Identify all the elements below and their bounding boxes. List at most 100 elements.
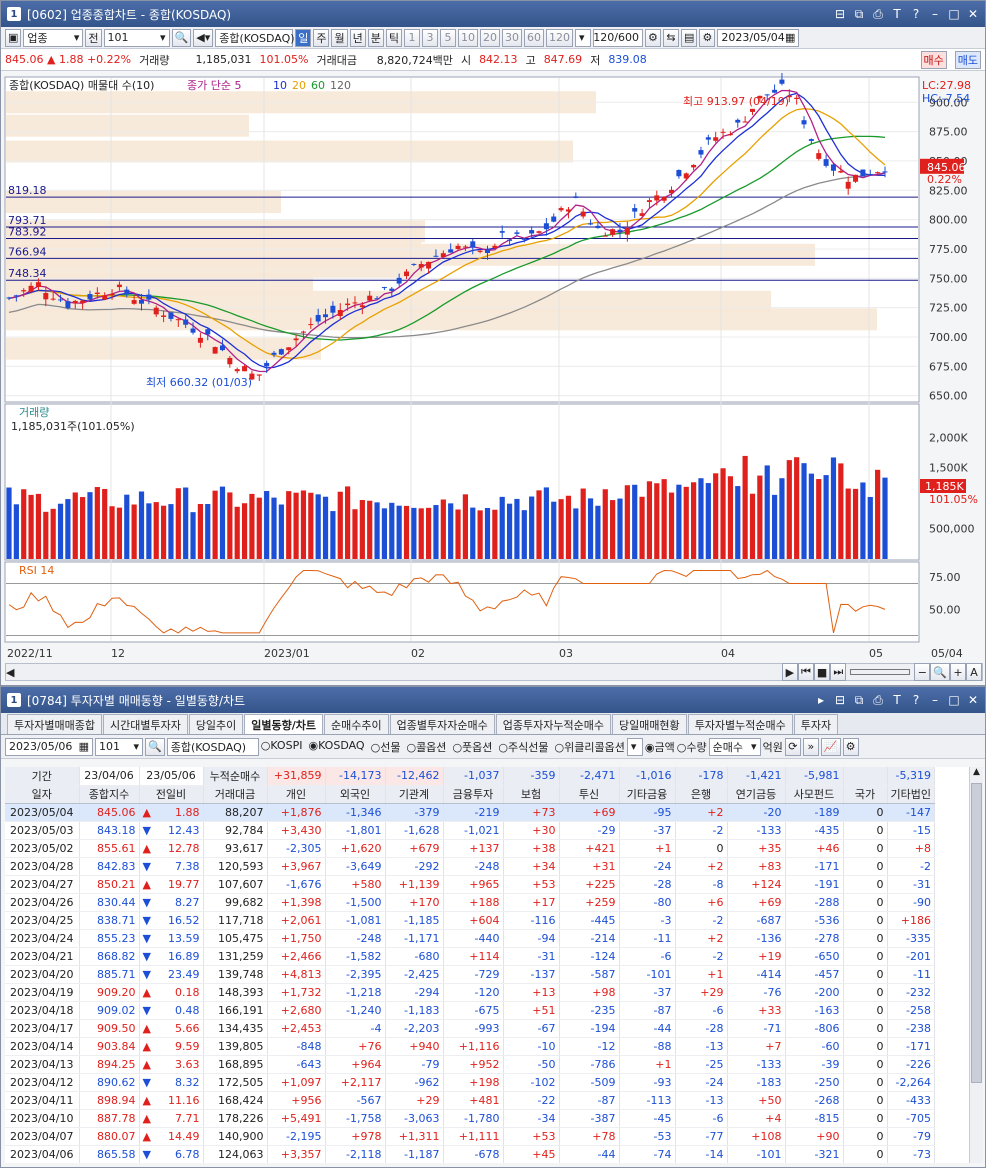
period-day[interactable]: 일 [295, 28, 312, 47]
period-minute[interactable]: 분 [367, 28, 384, 47]
table-row[interactable]: 2023/04/27 850.21 ▲ 19.77 107,607 -1,676 +580 +… [5, 875, 935, 894]
column-header[interactable]: 전일비 [139, 785, 204, 804]
period-week[interactable]: 주 [313, 28, 330, 47]
zoom-slider[interactable] [850, 669, 911, 675]
investor-window-titlebar[interactable]: 1 [0784] 투자자별 매매동향 - 일별동향/차트 ▸ ⊟ ⧉ ⎙ T ?… [1, 687, 985, 713]
next-icon[interactable]: » [802, 737, 819, 756]
print-icon[interactable]: ⎙ [873, 6, 883, 21]
table-row[interactable]: 2023/04/13 894.25 ▲ 3.63 168,895 -643 +964 -79 +… [5, 1055, 935, 1074]
tab-0[interactable]: 투자자별매매종합 [7, 714, 102, 734]
arrow-icon[interactable]: ▸ [817, 692, 825, 707]
column-header[interactable]: 투신 [559, 785, 620, 804]
calendar-icon[interactable]: ▦ [784, 31, 796, 44]
help-icon[interactable]: ? [912, 6, 920, 21]
scroll-left-icon[interactable]: ◀ [6, 665, 15, 679]
copy-icon[interactable]: ⧉ [854, 6, 864, 21]
link-icon[interactable]: ⊟ [834, 6, 846, 21]
net-buy-select[interactable]: 순매수 ▾ [708, 737, 761, 756]
tab-4[interactable]: 순매수추이 [324, 714, 389, 734]
table-row[interactable]: 2023/04/18 909.02 ▼ 0.48 166,191 +2,680 -1,240… [5, 1001, 935, 1020]
table-row[interactable]: 2023/04/12 890.62 ▼ 8.32 172,505 +1,097 +2,117… [5, 1073, 935, 1092]
minimize-icon[interactable]: – [932, 6, 938, 21]
type-select[interactable]: 업종 ▾ [23, 28, 84, 47]
table-row[interactable]: 2023/05/02 855.61 ▲ 12.78 93,617 -2,305 +1,620… [5, 839, 935, 858]
table-scrollbar[interactable]: ▲ [969, 767, 983, 1163]
sound-icon[interactable]: ◀▾ [193, 28, 214, 47]
scroll-thumb[interactable] [971, 783, 982, 1083]
filter-date-field[interactable]: 2023/05/06 ▦ [5, 737, 93, 756]
tab-1[interactable]: 시간대별투자자 [102, 714, 188, 734]
maximize-icon[interactable]: □ [948, 6, 960, 21]
column-header[interactable]: 기타금융 [619, 785, 676, 804]
table-row[interactable]: 2023/04/21 868.82 ▼ 16.89 131,259 +2,466 -1,58… [5, 947, 935, 966]
scroll-up-icon[interactable]: ▲ [973, 767, 980, 777]
market-dropdown[interactable]: ▾ [626, 737, 643, 756]
settings-icon-b[interactable]: ⚙ [842, 737, 859, 756]
font-icon-2[interactable]: T [893, 692, 901, 707]
column-header[interactable]: 기관계 [385, 785, 444, 804]
all-button[interactable]: 전 [85, 28, 102, 47]
gear-icon[interactable]: ⚙ [699, 28, 716, 47]
link-icon-2[interactable]: ⊟ [834, 692, 846, 707]
stop-icon[interactable]: ■ [813, 663, 831, 681]
column-header[interactable]: 국가 [843, 785, 888, 804]
market-radio-4[interactable]: ○풋옵션 [452, 740, 493, 754]
interval-120[interactable]: 120 [545, 28, 573, 47]
filter-search-icon[interactable]: 🔍 [145, 737, 165, 756]
interval-10[interactable]: 10 [457, 28, 478, 47]
text-icon[interactable]: A [966, 663, 982, 681]
table-row[interactable]: 2023/04/11 898.94 ▲ 11.16 168,424 +956 -567 +29… [5, 1091, 935, 1110]
filter-code-input[interactable]: 101 ▾ [95, 737, 143, 756]
close-icon[interactable]: ✕ [967, 6, 979, 21]
compare-icon[interactable]: ⇆ [662, 28, 679, 47]
column-header[interactable]: 일자 [5, 785, 80, 804]
market-radio-1[interactable]: ◉KOSDAQ [308, 738, 365, 752]
table-row[interactable]: 2023/05/03 843.18 ▼ 12.43 92,784 +3,430 -1,801… [5, 821, 935, 840]
column-header[interactable]: 종합지수 [79, 785, 140, 804]
table-row[interactable]: 2023/04/20 885.71 ▼ 23.49 139,748 +4,813 -2,39… [5, 965, 935, 984]
maximize-icon-2[interactable]: □ [948, 692, 960, 707]
market-radio-0[interactable]: ○KOSPI [260, 738, 303, 752]
tab-2[interactable]: 당일추이 [188, 714, 244, 734]
count-field[interactable]: 120/600 [592, 28, 643, 47]
table-row[interactable]: 2023/04/24 855.23 ▼ 13.59 105,475 +1,750 -248-… [5, 929, 935, 948]
column-header[interactable]: 보험 [503, 785, 560, 804]
period-month[interactable]: 월 [331, 28, 348, 47]
quantity-radio[interactable]: ○수량 [676, 740, 707, 754]
buy-button[interactable]: 매수 [920, 50, 947, 69]
chart-window-titlebar[interactable]: 1 [0602] 업종종합차트 - 종합(KOSDAQ) ⊟ ⧉ ⎙ T ? –… [1, 1, 985, 27]
interval-20[interactable]: 20 [479, 28, 500, 47]
interval-1[interactable]: 1 [403, 28, 420, 47]
zoom-in-icon[interactable]: + [950, 663, 966, 681]
interval-60[interactable]: 60 [523, 28, 544, 47]
column-header[interactable]: 사모펀드 [785, 785, 844, 804]
table-row[interactable]: 2023/04/06 865.58 ▼ 6.78 124,063 +3,357 -2,118… [5, 1145, 935, 1163]
date-field[interactable]: 2023/05/04 ▦ [717, 28, 800, 47]
refresh-icon[interactable]: ⟳ [784, 737, 801, 756]
close-icon-2[interactable]: ✕ [967, 692, 979, 707]
interval-5[interactable]: 5 [439, 28, 456, 47]
period-tick[interactable]: 틱 [385, 28, 402, 47]
period-to[interactable]: 23/05/06 [139, 767, 204, 786]
fast-forward-icon[interactable]: ⏭ [830, 663, 847, 681]
tab-7[interactable]: 당일매매현황 [611, 714, 687, 734]
chart-scroll-bar[interactable]: ◀ ▶ ⏮ ■ ⏭ − 🔍 + A [5, 663, 983, 681]
amount-radio[interactable]: ◉금액 [644, 740, 675, 754]
market-radio-2[interactable]: ○선물 [370, 740, 401, 754]
end-icon[interactable]: ⏮ [797, 663, 814, 681]
interval-3[interactable]: 3 [421, 28, 438, 47]
code-input[interactable]: 101 ▾ [103, 28, 170, 47]
table-row[interactable]: 2023/04/14 903.84 ▲ 9.59 139,805 -848 +76 +940 +… [5, 1037, 935, 1056]
search-chart-icon[interactable]: 🔍 [930, 663, 950, 681]
lock-icon[interactable]: ▣ [5, 28, 22, 47]
column-header[interactable]: 거래대금 [203, 785, 268, 804]
column-header[interactable]: 외국인 [325, 785, 386, 804]
table-row[interactable]: 2023/04/28 842.83 ▼ 7.38 120,593 +3,967 -3,649… [5, 857, 935, 876]
font-icon[interactable]: T [893, 6, 901, 21]
column-header[interactable]: 연기금등 [727, 785, 786, 804]
tab-9[interactable]: 투자자 [793, 714, 839, 734]
table-row[interactable]: 2023/04/25 838.71 ▼ 16.52 117,718 +2,061 -1,08… [5, 911, 935, 930]
interval-dropdown[interactable]: ▾ [574, 28, 591, 47]
table-row[interactable]: 2023/04/07 880.07 ▲ 14.49 140,900 -2,195 +978 +… [5, 1127, 935, 1146]
